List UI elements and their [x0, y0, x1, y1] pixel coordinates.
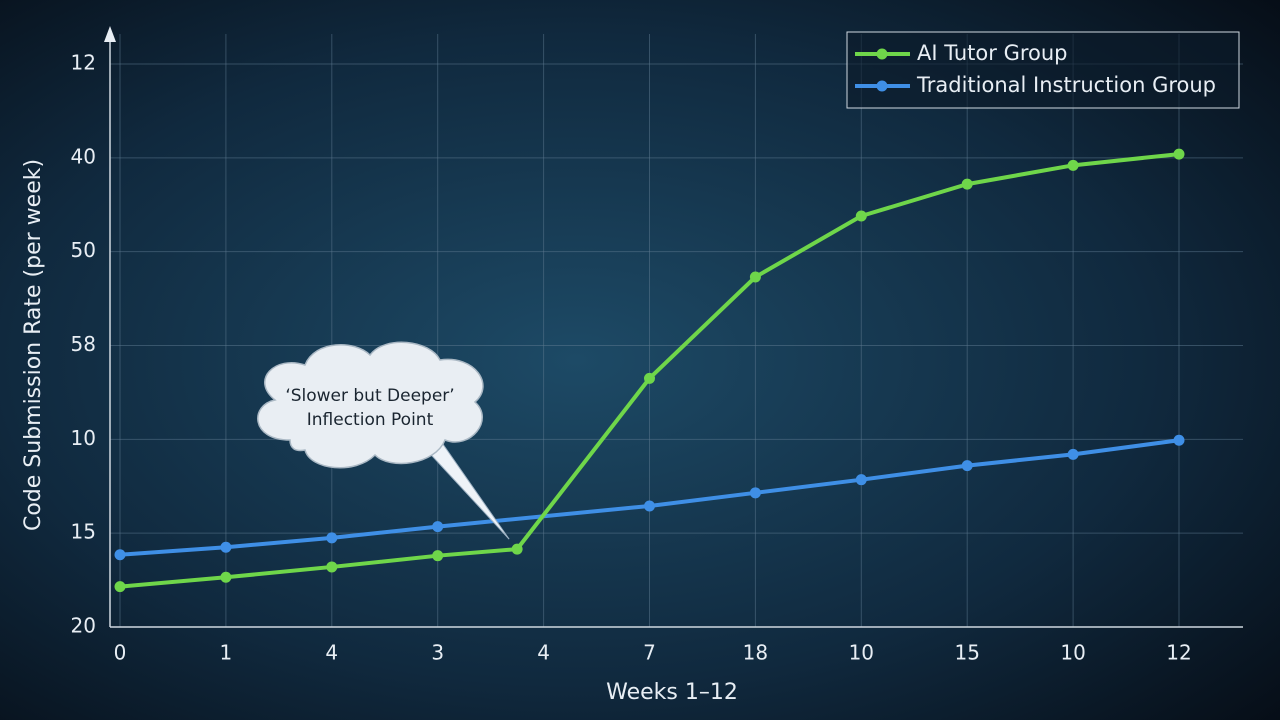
data-point	[855, 210, 867, 222]
x-tick-label: 4	[325, 641, 338, 665]
legend-marker	[876, 48, 888, 60]
data-point	[961, 178, 973, 190]
data-point	[749, 271, 761, 283]
annotation-text: ‘Slower but Deeper’	[285, 386, 454, 406]
x-tick-label: 0	[114, 641, 127, 665]
data-point	[1173, 148, 1185, 160]
y-tick-label: 10	[71, 426, 96, 450]
y-tick-label: 15	[71, 520, 96, 544]
legend-marker	[876, 80, 888, 92]
y-axis-arrow	[104, 26, 116, 42]
legend-label: AI Tutor Group	[917, 41, 1068, 65]
data-point	[432, 550, 444, 562]
x-tick-label: 12	[1166, 641, 1191, 665]
data-point	[114, 549, 126, 561]
annotation-text: Inflection Point	[307, 410, 434, 430]
legend-label: Traditional Instruction Group	[916, 73, 1216, 97]
x-tick-label: 10	[1060, 641, 1085, 665]
data-point	[961, 460, 973, 472]
annotation-cloud	[257, 341, 484, 469]
x-tick-label: 10	[849, 641, 874, 665]
data-point	[1067, 159, 1079, 171]
data-point	[1173, 434, 1185, 446]
y-tick-label: 58	[71, 332, 96, 356]
x-tick-label: 3	[431, 641, 444, 665]
x-tick-label: 18	[743, 641, 768, 665]
data-point	[644, 500, 655, 512]
x-tick-label: 1	[220, 641, 233, 665]
y-tick-label: 50	[71, 238, 96, 262]
legend: AI Tutor Group Traditional Instruction Gr…	[846, 31, 1240, 109]
data-point	[220, 571, 232, 583]
y-axis-title: Code Submission Rate (per week)	[21, 159, 46, 531]
y-tick-label: 20	[71, 614, 96, 638]
x-tick-label: 7	[643, 641, 656, 665]
data-point	[326, 532, 338, 544]
data-point	[749, 487, 761, 499]
data-point	[220, 541, 232, 553]
annotation: ‘Slower but Deeper’ Inflection Point	[257, 341, 510, 540]
legend-box	[846, 31, 1240, 109]
x-tick-label: 15	[954, 641, 979, 665]
plot	[114, 148, 1185, 593]
x-axis-title: Weeks 1–12	[606, 680, 738, 705]
data-point	[432, 521, 444, 533]
series-line	[119, 438, 1180, 557]
y-tick-label: 40	[71, 144, 96, 168]
data-point	[326, 561, 338, 573]
data-point	[114, 581, 126, 593]
data-point	[1067, 448, 1079, 460]
data-point	[644, 372, 655, 384]
x-tick-label: 4	[537, 641, 550, 665]
data-point	[855, 474, 867, 486]
data-point	[511, 543, 523, 555]
y-tick-label: 12	[71, 51, 96, 75]
